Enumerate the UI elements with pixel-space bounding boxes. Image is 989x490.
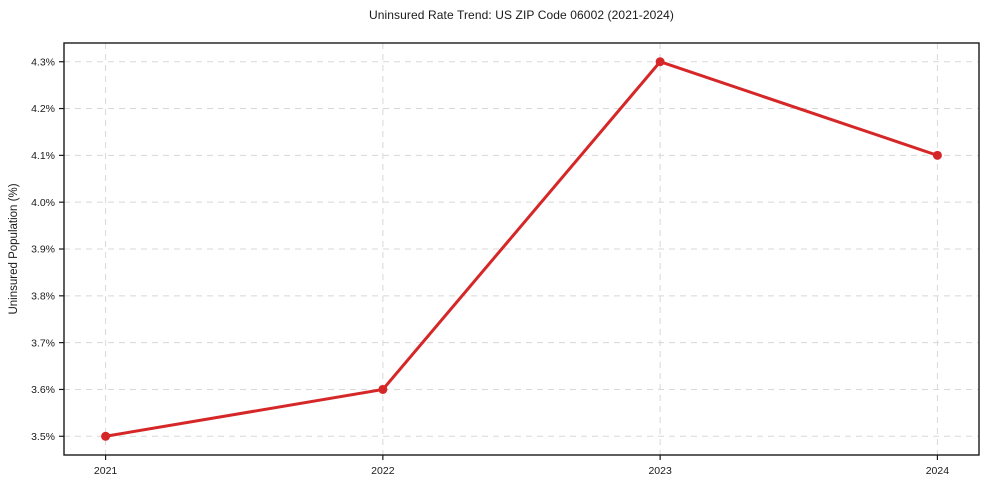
x-tick-label: 2022 — [371, 465, 395, 477]
y-tick-label: 3.7% — [31, 337, 55, 349]
y-tick-label: 3.6% — [31, 384, 55, 396]
x-tick-label: 2021 — [94, 465, 118, 477]
y-tick-label: 3.5% — [31, 431, 55, 443]
x-tick-label: 2024 — [926, 465, 950, 477]
data-point-2023 — [655, 57, 665, 67]
x-tick-label: 2023 — [648, 465, 672, 477]
chart-title: Uninsured Rate Trend: US ZIP Code 06002 … — [368, 8, 675, 22]
trend-line — [104, 60, 939, 438]
y-tick-label: 3.8% — [31, 290, 55, 302]
y-tick-label: 4.3% — [31, 56, 55, 68]
data-point-2021 — [101, 431, 111, 441]
y-tick-label: 4.2% — [31, 103, 55, 115]
y-tick-label: 3.9% — [31, 244, 55, 256]
y-tick-label: 4.0% — [31, 197, 55, 209]
data-point-2022 — [378, 384, 388, 394]
data-point-2024 — [932, 150, 942, 160]
y-tick-label: 4.1% — [31, 150, 55, 162]
